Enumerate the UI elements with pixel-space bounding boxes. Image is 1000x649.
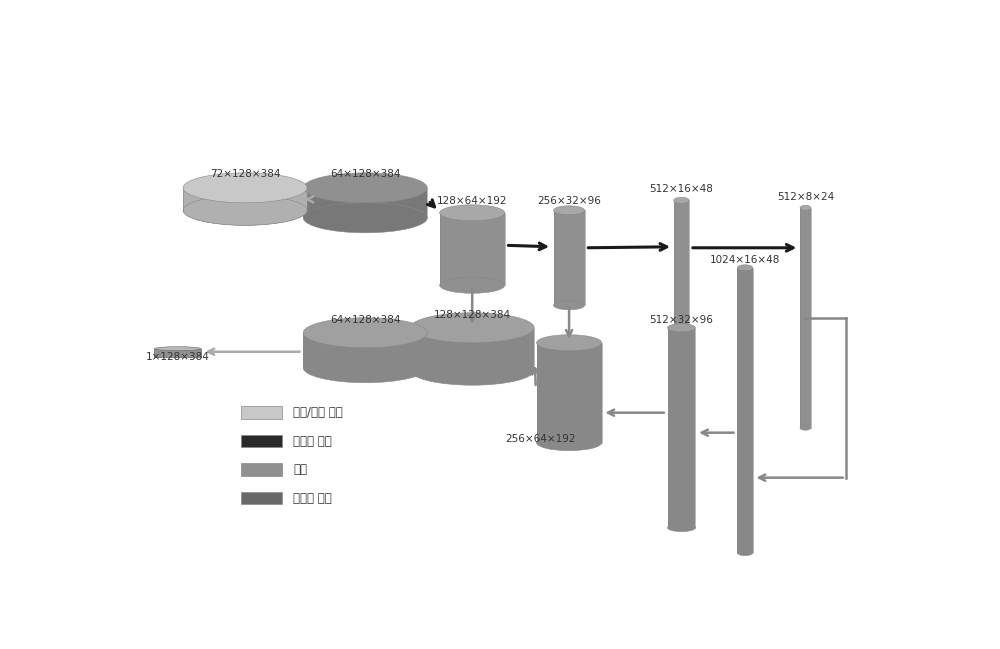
Polygon shape bbox=[410, 328, 534, 370]
Ellipse shape bbox=[674, 380, 689, 386]
Polygon shape bbox=[800, 208, 811, 428]
Text: 64×128×384: 64×128×384 bbox=[330, 169, 400, 179]
Text: 1×128×384: 1×128×384 bbox=[146, 352, 210, 361]
Ellipse shape bbox=[183, 195, 307, 225]
Ellipse shape bbox=[537, 335, 602, 350]
Ellipse shape bbox=[667, 324, 695, 332]
Ellipse shape bbox=[800, 425, 811, 430]
Ellipse shape bbox=[440, 277, 505, 293]
Text: 输入/输出 卷积: 输入/输出 卷积 bbox=[293, 406, 343, 419]
Text: 64×128×384: 64×128×384 bbox=[330, 315, 400, 325]
Bar bbox=[154, 349, 201, 357]
Text: 连接: 连接 bbox=[293, 463, 307, 476]
Text: 128×64×192: 128×64×192 bbox=[437, 196, 507, 206]
Polygon shape bbox=[440, 213, 505, 286]
Bar bbox=[241, 406, 282, 419]
Polygon shape bbox=[554, 210, 585, 305]
Text: 256×64×192: 256×64×192 bbox=[505, 434, 576, 444]
Polygon shape bbox=[183, 188, 307, 210]
Ellipse shape bbox=[303, 173, 427, 202]
Ellipse shape bbox=[154, 347, 201, 350]
Bar bbox=[241, 463, 282, 476]
Ellipse shape bbox=[737, 550, 753, 556]
Ellipse shape bbox=[183, 186, 307, 215]
Polygon shape bbox=[537, 343, 602, 443]
Ellipse shape bbox=[537, 435, 602, 450]
Ellipse shape bbox=[800, 205, 811, 210]
Polygon shape bbox=[303, 333, 427, 368]
Ellipse shape bbox=[440, 205, 505, 221]
Ellipse shape bbox=[303, 353, 427, 383]
Ellipse shape bbox=[303, 202, 427, 233]
Polygon shape bbox=[303, 188, 427, 218]
Ellipse shape bbox=[303, 318, 427, 348]
Text: 256×32×96: 256×32×96 bbox=[537, 196, 601, 206]
Text: 512×32×96: 512×32×96 bbox=[650, 315, 713, 324]
Ellipse shape bbox=[674, 197, 689, 203]
Ellipse shape bbox=[737, 265, 753, 271]
Bar bbox=[241, 492, 282, 504]
Ellipse shape bbox=[183, 195, 307, 225]
Text: 512×8×24: 512×8×24 bbox=[777, 192, 834, 202]
Polygon shape bbox=[737, 268, 753, 553]
Text: 上采样 卷积: 上采样 卷积 bbox=[293, 492, 332, 505]
Polygon shape bbox=[668, 328, 695, 528]
Text: 512×16×48: 512×16×48 bbox=[650, 184, 713, 194]
Polygon shape bbox=[183, 201, 307, 210]
Ellipse shape bbox=[410, 313, 534, 343]
Bar bbox=[241, 435, 282, 447]
Text: 1024×16×48: 1024×16×48 bbox=[710, 255, 780, 265]
Ellipse shape bbox=[554, 300, 585, 310]
Ellipse shape bbox=[183, 173, 307, 202]
Ellipse shape bbox=[554, 206, 585, 215]
Text: 72×128×384: 72×128×384 bbox=[210, 169, 280, 179]
Text: 下采样 卷积: 下采样 卷积 bbox=[293, 435, 332, 448]
Text: 128×128×384: 128×128×384 bbox=[434, 310, 511, 320]
Ellipse shape bbox=[410, 355, 534, 386]
Ellipse shape bbox=[667, 524, 695, 532]
Polygon shape bbox=[674, 201, 689, 383]
